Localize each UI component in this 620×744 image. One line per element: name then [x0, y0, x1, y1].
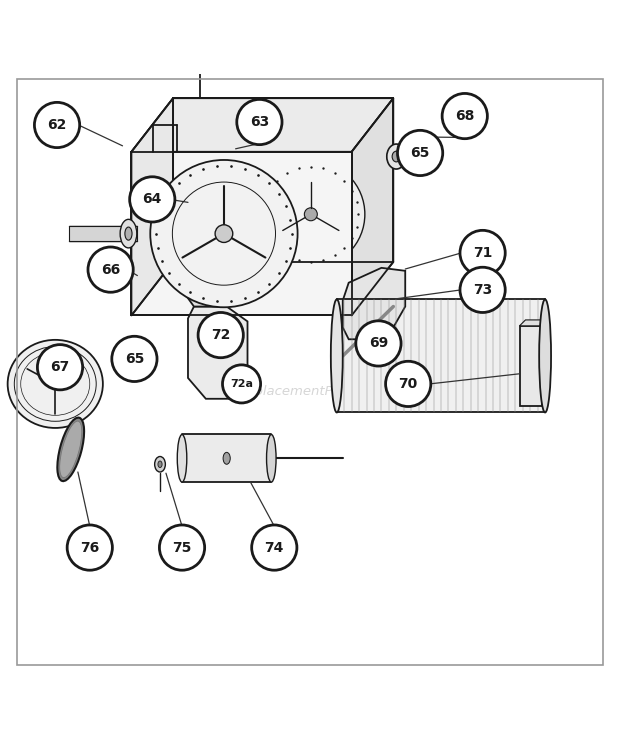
Ellipse shape: [58, 417, 84, 481]
Ellipse shape: [331, 299, 343, 412]
Circle shape: [159, 525, 205, 570]
Ellipse shape: [158, 461, 162, 467]
Circle shape: [386, 362, 431, 406]
Text: 73: 73: [473, 283, 492, 297]
Circle shape: [88, 247, 133, 292]
Text: 74: 74: [265, 541, 284, 554]
Ellipse shape: [154, 457, 166, 472]
Circle shape: [460, 267, 505, 312]
Text: 71: 71: [473, 246, 492, 260]
Ellipse shape: [387, 144, 406, 169]
Circle shape: [35, 103, 79, 147]
Ellipse shape: [539, 299, 551, 412]
Circle shape: [198, 312, 243, 358]
Text: 63: 63: [250, 115, 269, 129]
Polygon shape: [352, 98, 393, 315]
Polygon shape: [131, 98, 173, 315]
Text: 66: 66: [101, 263, 120, 277]
Circle shape: [252, 525, 297, 570]
Polygon shape: [337, 299, 545, 412]
Text: 76: 76: [80, 541, 99, 554]
Polygon shape: [343, 268, 405, 339]
Circle shape: [67, 525, 112, 570]
Ellipse shape: [50, 379, 61, 388]
Text: eReplacementParts.com: eReplacementParts.com: [229, 385, 391, 397]
Ellipse shape: [120, 219, 137, 248]
Polygon shape: [131, 98, 393, 152]
Polygon shape: [182, 434, 272, 482]
Circle shape: [397, 130, 443, 176]
Text: 72: 72: [211, 328, 231, 342]
Text: 72a: 72a: [230, 379, 253, 389]
Ellipse shape: [223, 452, 230, 464]
Polygon shape: [179, 277, 244, 307]
Text: 68: 68: [455, 109, 474, 123]
Text: 64: 64: [143, 193, 162, 206]
Circle shape: [223, 365, 260, 403]
Text: 65: 65: [410, 146, 430, 160]
Text: 62: 62: [47, 118, 67, 132]
Ellipse shape: [177, 434, 187, 482]
Circle shape: [460, 231, 505, 275]
Ellipse shape: [392, 151, 401, 162]
Text: 70: 70: [399, 377, 418, 391]
Polygon shape: [520, 320, 548, 326]
Circle shape: [130, 177, 175, 222]
Ellipse shape: [215, 225, 232, 243]
Text: 67: 67: [50, 360, 69, 374]
Ellipse shape: [150, 160, 298, 307]
Circle shape: [37, 344, 82, 390]
Ellipse shape: [257, 160, 365, 269]
Ellipse shape: [60, 421, 82, 478]
Polygon shape: [69, 226, 138, 241]
Polygon shape: [520, 326, 542, 406]
Ellipse shape: [125, 227, 132, 240]
Polygon shape: [173, 98, 393, 262]
Text: 75: 75: [172, 541, 192, 554]
Text: 65: 65: [125, 352, 144, 366]
Ellipse shape: [7, 340, 103, 428]
Ellipse shape: [304, 208, 317, 221]
Polygon shape: [188, 307, 247, 399]
Circle shape: [112, 336, 157, 382]
Polygon shape: [542, 320, 548, 406]
Ellipse shape: [267, 434, 276, 482]
Circle shape: [356, 321, 401, 366]
Text: 69: 69: [369, 336, 388, 350]
Circle shape: [442, 94, 487, 138]
Circle shape: [237, 100, 282, 144]
Polygon shape: [131, 152, 352, 315]
